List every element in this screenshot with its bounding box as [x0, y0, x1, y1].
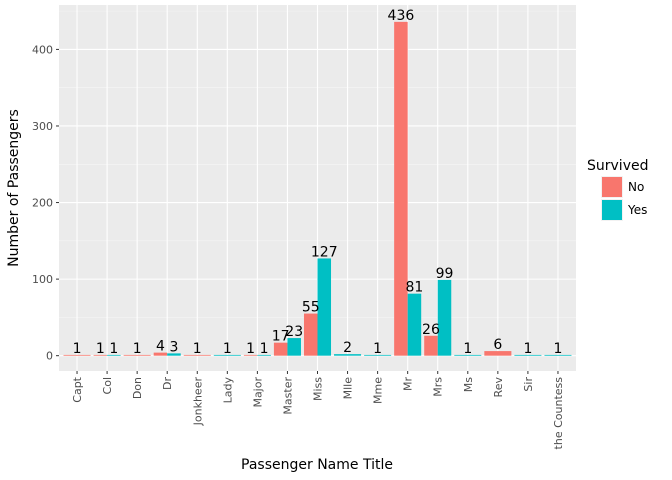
data-label: 6: [493, 337, 502, 353]
legend-key-swatch: [602, 177, 622, 197]
x-tick-label: Mrs: [432, 377, 445, 397]
data-label: 1: [523, 341, 532, 357]
legend: Survived No Yes: [587, 158, 648, 221]
data-label: 81: [406, 280, 424, 296]
bar: [454, 354, 482, 356]
x-axis: Capt Col Don Dr Jonkheer Lady Major Master Miss M…: [71, 371, 565, 449]
data-label: 1: [133, 341, 142, 357]
y-tick-label: 300: [32, 120, 53, 133]
data-label: 1: [463, 341, 472, 357]
bar: [364, 354, 392, 356]
x-tick-label: Col: [101, 377, 114, 394]
legend-title: Survived: [587, 158, 648, 174]
x-tick-label: Dr: [161, 377, 174, 390]
legend-label: No: [628, 180, 644, 194]
bar: [544, 354, 572, 356]
data-label: 1: [193, 341, 202, 357]
bar: [93, 354, 108, 356]
x-tick-label: Miss: [312, 377, 325, 401]
bar: [123, 354, 151, 356]
data-label: 1: [246, 341, 255, 357]
y-axis-title: Number of Passengers: [6, 109, 22, 267]
data-label: 3: [170, 339, 179, 355]
x-tick-label: Capt: [71, 376, 84, 402]
x-tick-label: Lady: [221, 377, 234, 404]
data-label: 1: [96, 341, 105, 357]
bar: [63, 354, 91, 356]
x-tick-label: Master: [281, 377, 294, 415]
x-tick-label: Mme: [372, 377, 385, 404]
data-label: 2: [343, 340, 352, 356]
bar: [394, 21, 408, 356]
y-axis: 0 100 200 300 400: [32, 43, 59, 363]
x-tick-label: Jonkheer: [191, 377, 204, 427]
bar: [317, 258, 332, 356]
data-label: 17: [272, 329, 290, 345]
x-tick-label: Ms: [462, 377, 475, 392]
bar: [183, 354, 211, 356]
x-tick-label: Sir: [522, 377, 535, 392]
x-tick-label: Rev: [492, 377, 505, 398]
data-label: 1: [373, 341, 382, 357]
bar: [424, 335, 438, 356]
bar: [514, 354, 542, 356]
bar: [287, 338, 301, 356]
bar: [257, 354, 271, 356]
data-label: 4: [156, 339, 165, 355]
data-label: 1: [73, 341, 82, 357]
bar: [334, 354, 362, 356]
data-label: 55: [302, 300, 320, 316]
x-tick-label: Major: [251, 377, 264, 408]
bar: [303, 313, 318, 356]
x-tick-label: the Countess: [552, 377, 565, 450]
data-label: 99: [436, 266, 454, 282]
x-tick-label: Don: [131, 377, 144, 399]
bar: [437, 279, 452, 356]
data-label: 436: [388, 8, 415, 24]
bar: [153, 352, 168, 356]
x-tick-label: Mlle: [342, 377, 355, 400]
y-tick-label: 200: [32, 197, 53, 210]
data-label: 1: [223, 341, 232, 357]
bars-layer: [63, 21, 572, 356]
data-label: 1: [260, 341, 269, 357]
bar: [213, 354, 241, 356]
data-label: 127: [311, 244, 338, 260]
bar: [167, 353, 181, 356]
x-tick-label: Mr: [402, 377, 415, 391]
data-label: 26: [422, 322, 440, 338]
bar: [273, 342, 288, 356]
legend-label: Yes: [627, 203, 647, 217]
y-tick-label: 400: [32, 43, 53, 56]
data-label: 1: [109, 341, 118, 357]
y-tick-label: 0: [46, 350, 53, 363]
legend-key-swatch: [602, 200, 622, 220]
bar: [484, 351, 512, 356]
y-tick-label: 100: [32, 273, 53, 286]
bar: [407, 293, 422, 356]
bar: [107, 354, 121, 356]
data-label: 23: [285, 324, 303, 340]
x-axis-title: Passenger Name Title: [241, 457, 393, 473]
bar: [243, 354, 258, 356]
data-label: 1: [554, 341, 563, 357]
